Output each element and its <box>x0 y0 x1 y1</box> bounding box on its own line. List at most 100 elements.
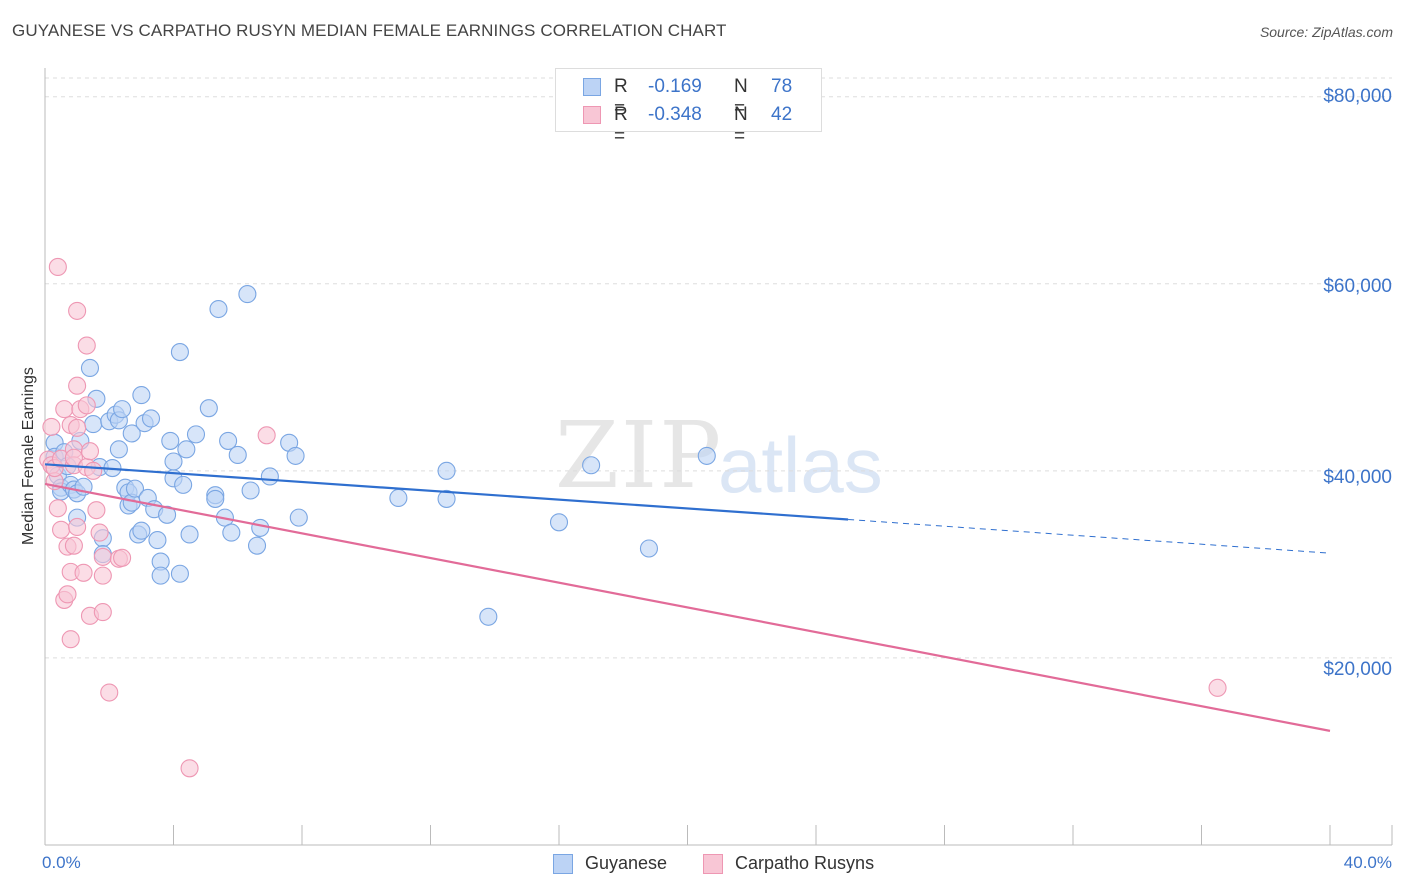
data-point-blue <box>141 409 161 428</box>
data-point-blue <box>174 475 193 494</box>
data-point-blue <box>238 285 257 304</box>
data-point-pink <box>257 426 276 445</box>
legend-label: Guyanese <box>585 853 668 873</box>
data-points <box>39 257 1227 778</box>
data-point-blue <box>251 518 270 537</box>
data-point-blue <box>170 564 189 583</box>
stats-box: R = -0.169 N = 78 R = -0.348 N = 42 <box>555 68 822 147</box>
data-point-pink <box>1208 678 1227 697</box>
data-point-blue <box>437 489 456 508</box>
data-point-pink <box>58 585 77 604</box>
data-point-blue <box>697 446 716 465</box>
stats-r-key: R = <box>614 104 628 147</box>
data-point-blue <box>80 358 100 378</box>
data-point-blue <box>132 386 151 405</box>
trend-line-extension <box>848 518 1331 554</box>
data-point-pink <box>93 566 112 585</box>
data-point-blue <box>164 452 183 471</box>
source-label: Source: ZipAtlas.com <box>1259 24 1393 40</box>
data-point-blue <box>639 539 659 558</box>
data-point-pink <box>68 376 87 395</box>
data-point-blue <box>289 508 308 527</box>
data-point-blue <box>437 461 456 480</box>
data-point-pink <box>90 523 109 542</box>
stats-n-key: N = <box>734 104 748 147</box>
data-point-pink <box>93 603 112 622</box>
stats-n-value: 78 <box>771 76 793 97</box>
legend-swatch-blue <box>553 854 573 874</box>
data-point-blue <box>186 425 206 444</box>
data-point-blue <box>549 513 569 532</box>
data-point-pink <box>61 630 80 649</box>
data-point-blue <box>113 400 132 419</box>
data-point-pink <box>55 400 74 419</box>
data-point-pink <box>48 499 67 518</box>
y-tick-label: $60,000 <box>1323 276 1392 297</box>
data-point-blue <box>125 479 144 498</box>
axes <box>44 68 1393 846</box>
data-point-blue <box>241 481 260 500</box>
y-axis-label: Median Female Earnings <box>20 367 37 545</box>
gridlines <box>45 77 1392 659</box>
legend-label: Carpatho Rusyns <box>735 853 875 873</box>
x-tick-label-max: 40.0% <box>1343 853 1392 872</box>
data-point-blue <box>286 446 305 465</box>
data-point-blue <box>132 521 151 540</box>
data-point-pink <box>77 396 96 415</box>
data-point-pink <box>93 547 112 566</box>
data-point-pink <box>80 442 100 461</box>
data-point-pink <box>68 517 87 537</box>
stats-n-value: 42 <box>771 104 793 125</box>
trend-line-blue <box>44 463 849 521</box>
data-point-blue <box>209 299 228 319</box>
data-point-pink <box>42 417 61 436</box>
data-point-blue <box>219 431 238 450</box>
data-point-blue <box>582 456 601 475</box>
data-point-blue <box>222 523 241 542</box>
stats-r-key: R = <box>614 76 628 119</box>
stats-r-value: -0.348 <box>648 104 702 125</box>
x-tick-label-min: 0.0% <box>42 853 81 872</box>
data-point-blue <box>109 440 128 459</box>
data-point-blue <box>180 525 199 544</box>
data-point-pink <box>87 501 106 520</box>
y-tick-label: $20,000 <box>1323 659 1392 680</box>
data-point-blue <box>170 343 189 362</box>
data-point-pink <box>68 418 87 437</box>
data-point-blue <box>151 566 170 585</box>
trend-lines <box>44 463 1331 732</box>
data-point-pink <box>113 548 132 567</box>
data-point-pink <box>74 563 93 582</box>
chart-title: GUYANESE VS CARPATHO RUSYN MEDIAN FEMALE… <box>12 21 727 40</box>
data-point-blue <box>84 415 103 434</box>
watermark-zip: ZIP <box>555 402 724 509</box>
y-tick-label: $80,000 <box>1323 86 1392 107</box>
data-point-blue <box>479 607 498 626</box>
data-point-pink <box>48 257 67 276</box>
data-point-pink <box>84 461 103 480</box>
data-point-blue <box>260 467 279 486</box>
data-point-blue <box>148 531 167 550</box>
data-point-pink <box>77 336 96 355</box>
data-point-blue <box>122 424 141 443</box>
data-point-pink <box>180 759 199 778</box>
data-point-blue <box>206 489 225 508</box>
data-point-pink <box>52 520 71 539</box>
y-tick-label: $40,000 <box>1323 467 1392 488</box>
data-point-pink <box>68 301 87 320</box>
data-point-blue <box>228 445 247 465</box>
legend-swatch-pink <box>703 854 723 874</box>
data-point-pink <box>64 536 83 555</box>
stats-r-value: -0.169 <box>648 76 702 97</box>
data-point-blue <box>161 431 180 450</box>
data-point-pink <box>100 683 119 702</box>
data-point-blue <box>247 536 267 555</box>
stats-swatch-blue <box>583 78 601 96</box>
trend-line-pink <box>44 482 1331 732</box>
data-point-blue <box>177 440 196 459</box>
data-point-blue <box>199 399 218 418</box>
watermark-atlas: atlas <box>718 421 883 509</box>
stats-n-key: N = <box>734 76 748 119</box>
stats-swatch-pink <box>583 106 601 124</box>
